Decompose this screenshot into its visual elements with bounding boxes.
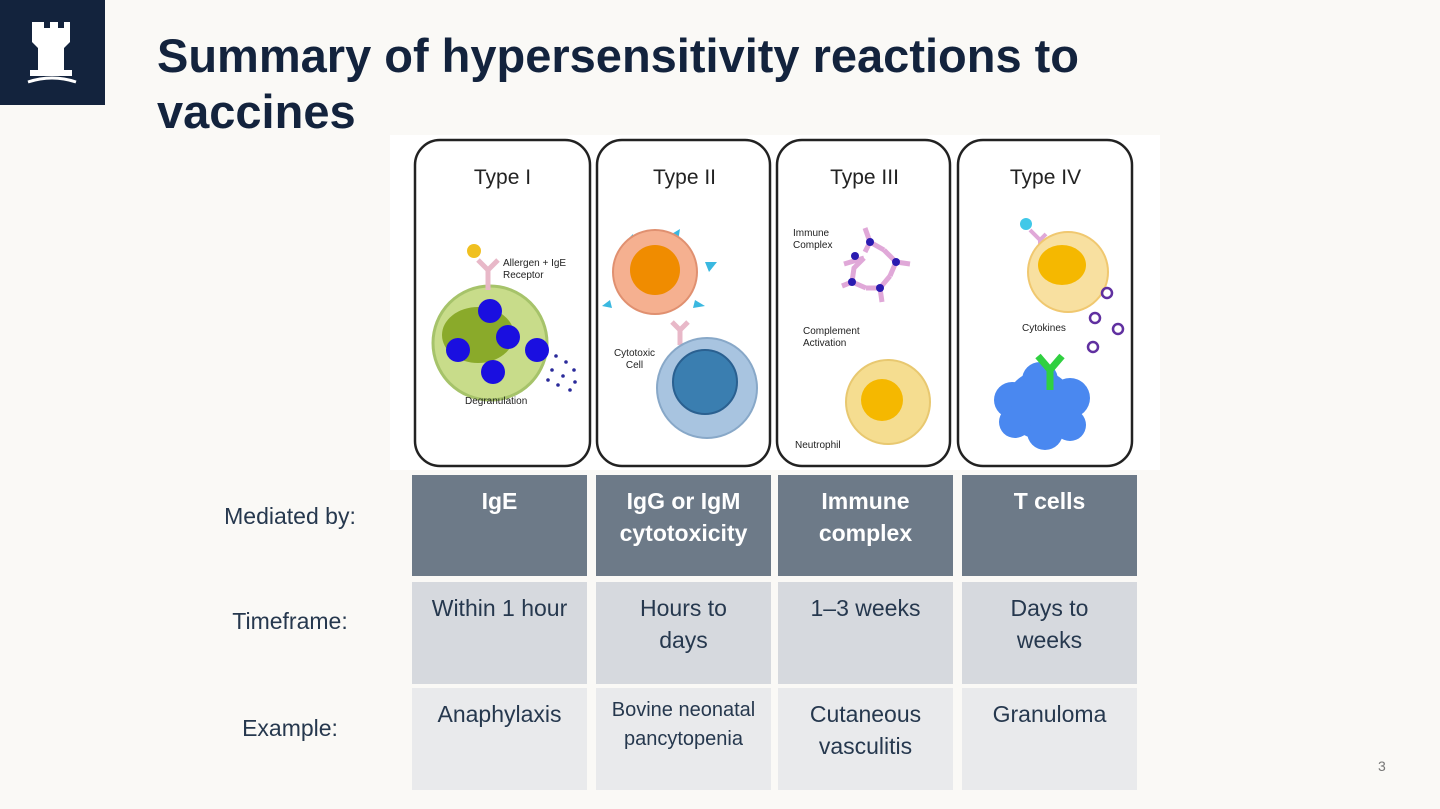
header-cell: T cells bbox=[962, 475, 1137, 576]
logo-icon bbox=[27, 22, 77, 84]
panel-title: Type II bbox=[652, 166, 717, 189]
logo bbox=[0, 0, 105, 105]
title: Summary of hypersensitivity reactions to… bbox=[157, 29, 1080, 138]
panel-label: Degranulation bbox=[465, 396, 528, 407]
table-cell: Anaphylaxis bbox=[412, 688, 587, 790]
table-cell: Within 1 hour bbox=[412, 582, 587, 684]
panel-label: Complement Activation bbox=[803, 326, 860, 349]
panel-title: Type IV bbox=[1009, 166, 1082, 189]
table-cell: 1–3 weeks bbox=[778, 582, 953, 684]
panel-label: Neutrophil bbox=[795, 440, 841, 451]
header-cell: IgE bbox=[412, 475, 587, 576]
header-cell: Immune complex bbox=[778, 475, 953, 576]
table-cell: Granuloma bbox=[962, 688, 1137, 790]
row-label: Mediated by: bbox=[224, 503, 356, 529]
panel-label: Cytokines bbox=[1022, 323, 1066, 334]
table-cell: Hours to days bbox=[596, 582, 771, 684]
panel-label: Cytotoxic Cell bbox=[613, 348, 656, 371]
panel-title: Type III bbox=[830, 166, 899, 189]
panel-label: Immune Complex bbox=[793, 228, 833, 251]
table-cell: Bovine neonatal pancytopenia bbox=[596, 688, 771, 790]
header-cell: IgG or IgM cytotoxicity bbox=[596, 475, 771, 576]
row-label: Timeframe: bbox=[232, 608, 348, 634]
panel-title: Type I bbox=[473, 166, 532, 189]
table-cell: Days to weeks bbox=[962, 582, 1137, 684]
row-label: Example: bbox=[242, 715, 338, 741]
panel-label: Allergen + IgE Receptor bbox=[503, 258, 567, 281]
table-cell: Cutaneous vasculitis bbox=[778, 688, 953, 790]
slide-number: 3 bbox=[1378, 758, 1386, 774]
